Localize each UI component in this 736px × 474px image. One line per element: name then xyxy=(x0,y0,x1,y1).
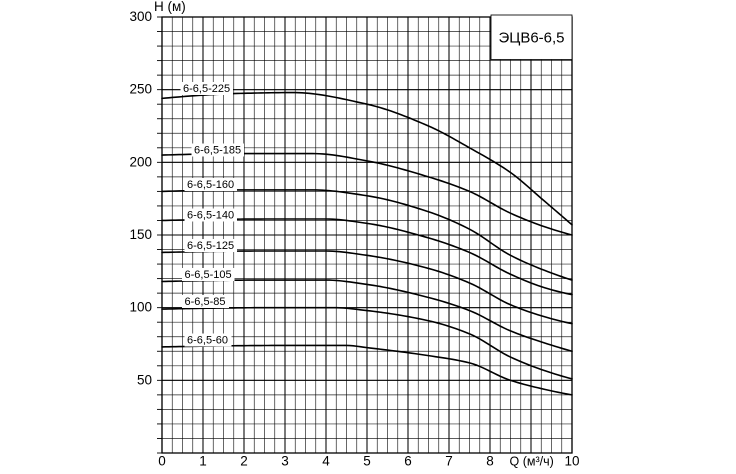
svg-text:6-6,5-60: 6-6,5-60 xyxy=(187,334,228,346)
svg-text:6: 6 xyxy=(404,453,412,468)
svg-text:3: 3 xyxy=(281,453,289,468)
svg-text:6-6,5-160: 6-6,5-160 xyxy=(187,179,234,191)
svg-text:150: 150 xyxy=(129,227,152,242)
svg-text:10: 10 xyxy=(564,453,579,468)
svg-text:300: 300 xyxy=(129,9,152,24)
svg-text:6-6,5-185: 6-6,5-185 xyxy=(194,144,241,156)
svg-text:6-6,5-105: 6-6,5-105 xyxy=(185,269,232,281)
svg-text:2: 2 xyxy=(240,453,248,468)
svg-text:4: 4 xyxy=(322,453,330,468)
svg-text:0: 0 xyxy=(158,453,166,468)
svg-text:6-6,5-125: 6-6,5-125 xyxy=(187,240,234,252)
svg-text:ЭЦВ6-6,5: ЭЦВ6-6,5 xyxy=(498,29,564,46)
svg-text:5: 5 xyxy=(363,453,371,468)
svg-text:6-6,5-85: 6-6,5-85 xyxy=(185,296,226,308)
svg-text:50: 50 xyxy=(137,372,152,387)
svg-text:1: 1 xyxy=(199,453,207,468)
svg-text:H (м): H (м) xyxy=(154,0,186,14)
svg-text:Q (м³/ч): Q (м³/ч) xyxy=(510,454,554,468)
svg-text:100: 100 xyxy=(129,300,152,315)
svg-text:7: 7 xyxy=(445,453,453,468)
svg-text:6-6,5-225: 6-6,5-225 xyxy=(183,83,230,95)
svg-text:6-6,5-140: 6-6,5-140 xyxy=(187,209,234,221)
svg-text:200: 200 xyxy=(129,154,152,169)
svg-text:250: 250 xyxy=(129,82,152,97)
svg-text:8: 8 xyxy=(486,453,494,468)
